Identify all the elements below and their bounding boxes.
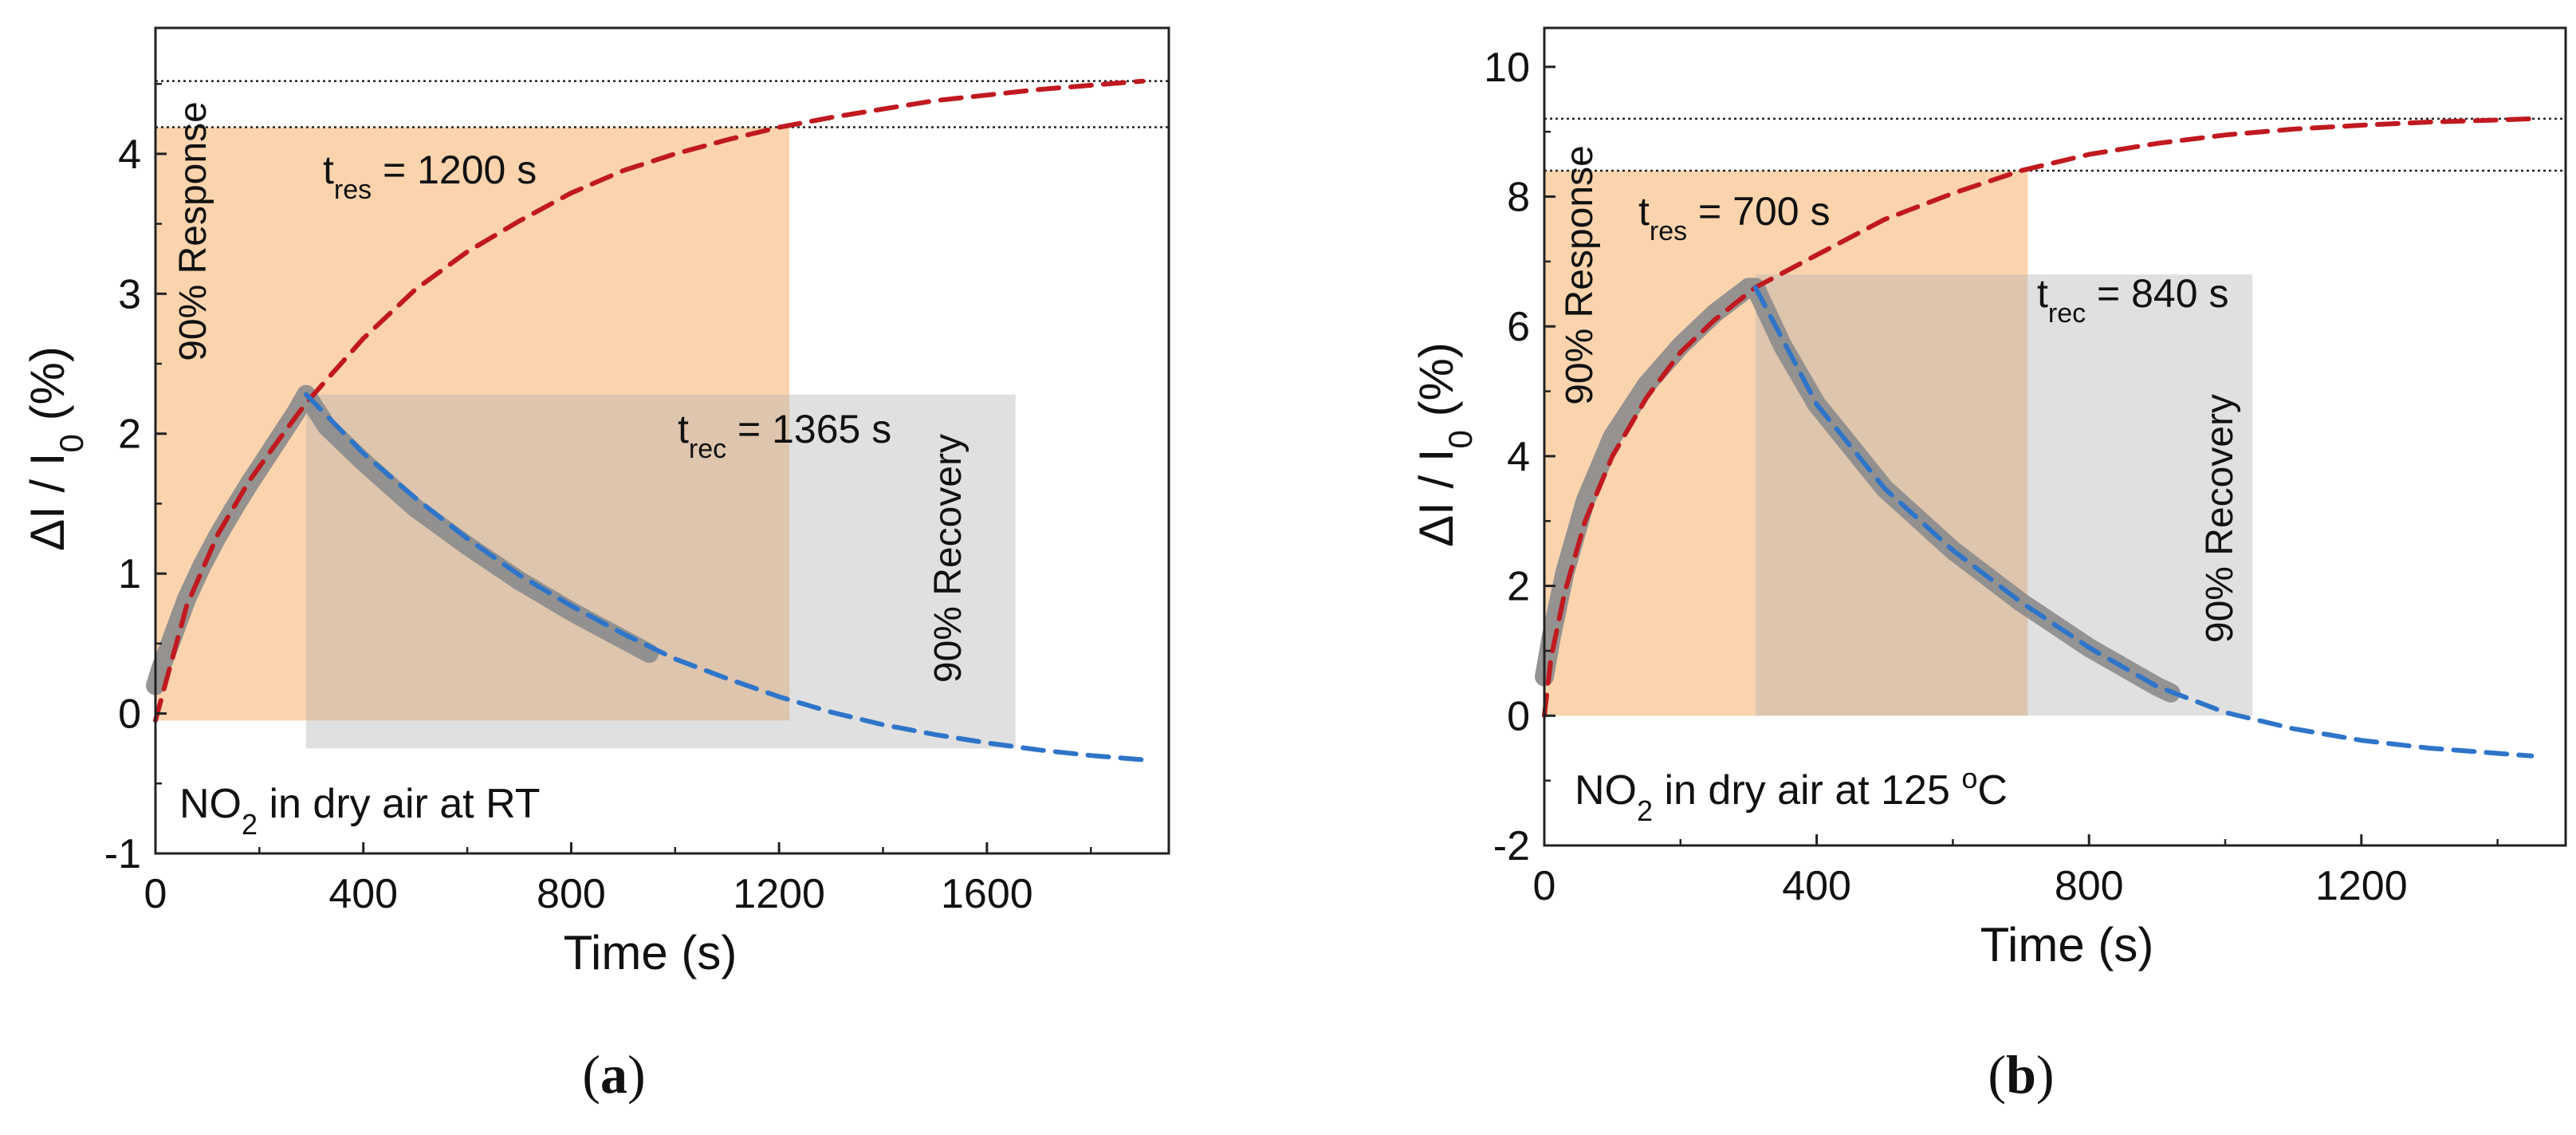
x-axis-label: Time (s)	[1980, 918, 2154, 971]
series-recovery-fit	[1752, 285, 2535, 759]
y-tick-label: 6	[1507, 304, 1530, 350]
x-tick-label: 1200	[733, 871, 825, 917]
t-res-label-part: res	[1650, 216, 1687, 246]
t-rec-label: trec = 840 s	[2037, 271, 2228, 329]
recovery-label: 90% Recovery	[927, 434, 969, 683]
y-tick-label: 1	[118, 551, 141, 597]
t-rec-label-part: rec	[2048, 298, 2086, 329]
recovery-region	[1755, 274, 2253, 716]
t-res-label-part: = 1200 s	[372, 148, 537, 192]
condition-annotation-part: NO	[179, 781, 242, 827]
condition-annotation: NO2 in dry air at 125 oC	[1575, 762, 2008, 827]
t-res-label: tres = 700 s	[1638, 189, 1830, 246]
y-tick-label: 4	[1507, 434, 1530, 480]
x-tick-label: 0	[1533, 863, 1556, 909]
panel-caption-part: (	[582, 1044, 600, 1105]
y-axis-label-part: ΔI / I	[21, 452, 74, 550]
panel-caption-part: )	[2036, 1044, 2055, 1105]
plot-frame	[1543, 26, 2567, 847]
condition-annotation-part: o	[1961, 762, 1977, 794]
x-tick-label: 400	[1782, 863, 1851, 909]
plot-frame	[154, 26, 1170, 855]
recovery-label: 90% Recovery	[2199, 394, 2241, 643]
y-axis-label-part: 0	[1441, 430, 1479, 448]
x-axis-label: Time (s)	[564, 926, 737, 979]
y-axis-label: ΔI / I0 (%)	[21, 346, 90, 551]
series-recovery-fit	[304, 392, 1146, 763]
series-response-fit	[1542, 116, 2535, 719]
y-tick-label: 2	[1507, 564, 1530, 610]
y-tick-label: 2	[118, 412, 141, 458]
condition-annotation-part: in dry air at RT	[258, 781, 540, 827]
y-tick-label: -1	[104, 831, 141, 877]
condition-annotation: NO2 in dry air at RT	[179, 781, 541, 841]
t-rec-label-part: = 840 s	[2086, 271, 2228, 316]
t-res-label: tres = 1200 s	[323, 148, 537, 205]
y-tick-label: 3	[118, 271, 141, 317]
x-tick-label: 400	[328, 871, 398, 917]
y-tick-label: 10	[1484, 45, 1530, 91]
x-tick-label: 800	[537, 871, 606, 917]
series-response-fit	[153, 78, 1146, 723]
y-tick-label: 0	[1507, 693, 1530, 739]
response-region	[1544, 170, 2028, 716]
panel-caption-part: b	[2006, 1044, 2036, 1105]
response-label: 90% Response	[1559, 145, 1601, 405]
x-tick-label: 1600	[941, 871, 1033, 917]
t-rec-label-part: = 1365 s	[726, 407, 891, 451]
y-axis-label-part: (%)	[1410, 342, 1463, 430]
response-label: 90% Response	[172, 101, 214, 361]
y-axis-label-part: 0	[53, 434, 90, 452]
y-tick-label: 8	[1507, 175, 1530, 221]
t-rec-label-part: t	[2037, 271, 2048, 316]
t-res-label-part: t	[1638, 189, 1650, 234]
panel-caption-part: (	[1988, 1044, 2006, 1105]
t-rec-label-part: rec	[689, 434, 726, 464]
y-tick-label: 0	[118, 692, 141, 738]
panel-caption: (b)	[1988, 1044, 2054, 1105]
x-tick-label: 1200	[2315, 863, 2408, 909]
t-res-label-part: = 700 s	[1687, 189, 1830, 234]
response-region	[155, 127, 790, 721]
condition-annotation-part: C	[1977, 767, 2008, 814]
y-tick-label: 4	[118, 132, 141, 178]
y-axis-label-part: (%)	[21, 346, 74, 434]
x-tick-label: 800	[2055, 863, 2124, 909]
y-axis-label: ΔI / I0 (%)	[1410, 342, 1479, 547]
t-rec-label-part: t	[678, 407, 689, 451]
panel-caption: (a)	[582, 1044, 645, 1105]
recovery-region	[306, 394, 1016, 749]
condition-annotation-part: 2	[242, 808, 258, 841]
condition-annotation-part: 2	[1637, 794, 1653, 827]
t-res-label-part: res	[334, 175, 372, 205]
panel-caption-part: )	[627, 1044, 646, 1105]
y-axis-label-part: ΔI / I	[1410, 448, 1463, 546]
condition-annotation-part: in dry air at 125	[1653, 767, 1961, 814]
y-tick-label: -2	[1493, 823, 1530, 869]
t-rec-label: trec = 1365 s	[678, 407, 891, 464]
t-res-label-part: t	[323, 148, 334, 192]
condition-annotation-part: NO	[1575, 767, 1637, 814]
panel-caption-part: a	[600, 1044, 627, 1105]
x-tick-label: 0	[144, 871, 167, 917]
